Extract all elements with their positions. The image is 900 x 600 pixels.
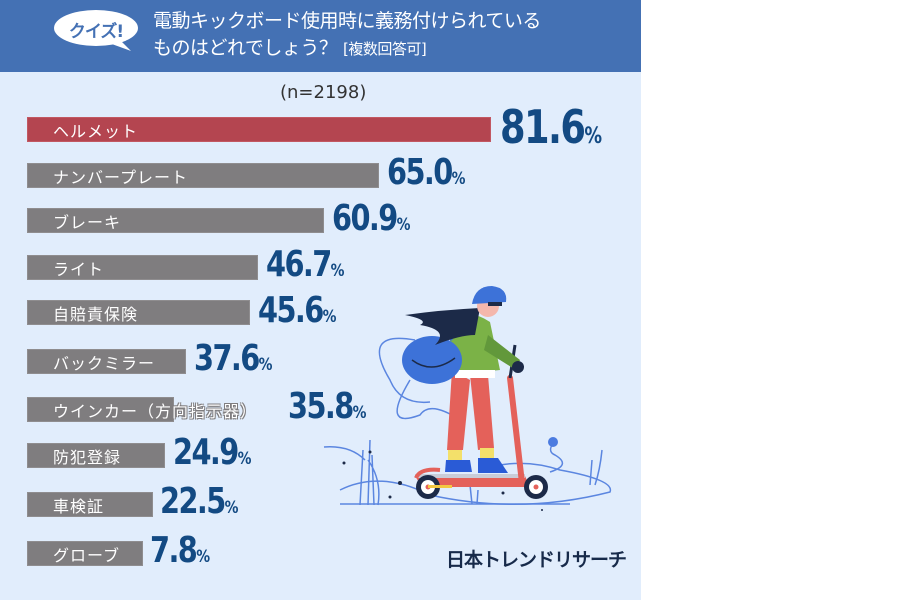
quiz-badge: クイズ! <box>68 21 124 42</box>
bar-label: 自賠責保険 <box>53 304 139 324</box>
bar-value: 45.6% <box>258 290 337 331</box>
bar-brake <box>27 208 324 233</box>
scooter-rider-illustration <box>323 286 612 511</box>
bar-turn-signal <box>27 397 174 422</box>
bar-liability-insurance <box>27 300 250 325</box>
speech-bubble-icon <box>54 10 138 51</box>
sample-size: (n=2198) <box>280 82 367 103</box>
infographic-panel: クイズ! 電動キックボード使用時に義務付けられている ものはどれでしょう？ [複… <box>0 0 641 600</box>
brand-logo: 日本トレンドリサーチ <box>446 549 627 571</box>
bar-value: 35.8% <box>288 386 367 427</box>
bar-value: 46.7% <box>266 244 345 285</box>
bar-number-plate <box>27 163 379 188</box>
title-line-1: 電動キックボード使用時に義務付けられている <box>153 10 541 32</box>
bar-value: 22.5% <box>160 481 239 522</box>
bar-label: 防犯登録 <box>53 447 122 467</box>
bar-light <box>27 255 258 280</box>
bar-label: 車検証 <box>53 496 105 516</box>
bar-label: ブレーキ <box>53 212 122 232</box>
page-title: 電動キックボード使用時に義務付けられている ものはどれでしょう？ [複数回答可] <box>153 8 541 63</box>
bar-label: ヘルメット <box>53 121 139 141</box>
quiz-header: クイズ! 電動キックボード使用時に義務付けられている ものはどれでしょう？ [複… <box>0 0 641 72</box>
bar-value: 60.9% <box>332 198 411 239</box>
bar-label: ライト <box>53 259 105 279</box>
bar-rearview-mirror <box>27 349 186 374</box>
bar-gloves <box>27 541 143 566</box>
bar-label: バックミラー <box>53 353 156 373</box>
title-question: ものはどれでしょう？ <box>153 37 338 59</box>
bar-label: ウインカー（方向指示器） <box>53 401 258 421</box>
title-suffix: [複数回答可] <box>342 40 427 58</box>
bar-value: 7.8% <box>150 530 211 571</box>
bar-crime-prevention-registration <box>27 443 165 468</box>
bar-label: グローブ <box>53 545 121 565</box>
bar-value: 65.0% <box>387 152 466 193</box>
bar-value: 81.6% <box>500 100 603 154</box>
bar-value: 37.6% <box>194 338 273 379</box>
bar-helmet <box>27 117 491 142</box>
bar-value: 24.9% <box>173 432 252 473</box>
bar-vehicle-inspection-certificate <box>27 492 153 517</box>
bar-label: ナンバープレート <box>53 167 189 187</box>
title-line-2: ものはどれでしょう？ [複数回答可] <box>153 35 541 63</box>
